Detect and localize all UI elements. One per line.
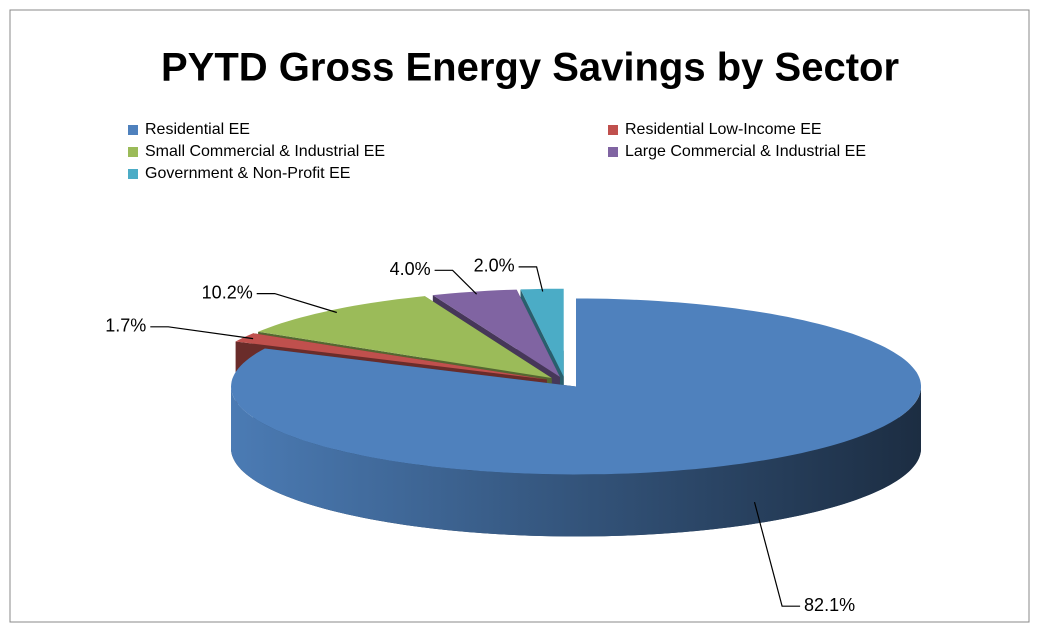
- data-label: 2.0%: [474, 256, 515, 276]
- legend-label: Small Commercial & Industrial EE: [145, 143, 385, 160]
- legend-swatch: [128, 169, 138, 179]
- leader-line: [150, 326, 254, 340]
- legend-label: Government & Non-Profit EE: [145, 165, 350, 182]
- legend-swatch: [128, 125, 138, 135]
- slice: [235, 333, 547, 380]
- leader-line: [753, 501, 801, 607]
- data-label: 10.2%: [202, 282, 253, 302]
- legend-swatch: [128, 147, 138, 157]
- legend-label: Residential EE: [145, 121, 250, 138]
- data-label: 4.0%: [390, 259, 431, 279]
- leader-line: [434, 269, 478, 295]
- legend-label: Large Commercial & Industrial EE: [625, 143, 866, 160]
- legend-swatch: [608, 147, 618, 157]
- slice-wall: [231, 386, 921, 537]
- slice: [258, 296, 552, 378]
- slice: [520, 288, 564, 377]
- slice: [432, 289, 560, 377]
- legend-label: Residential Low-Income EE: [625, 121, 822, 138]
- legend-swatch: [608, 125, 618, 135]
- leader-line: [518, 266, 544, 292]
- chart-title: PYTD Gross Energy Savings by Sector: [161, 46, 899, 90]
- data-label: 1.7%: [105, 316, 146, 336]
- slice: [231, 298, 921, 475]
- data-label: 82.1%: [804, 595, 855, 615]
- leader-line: [256, 293, 337, 314]
